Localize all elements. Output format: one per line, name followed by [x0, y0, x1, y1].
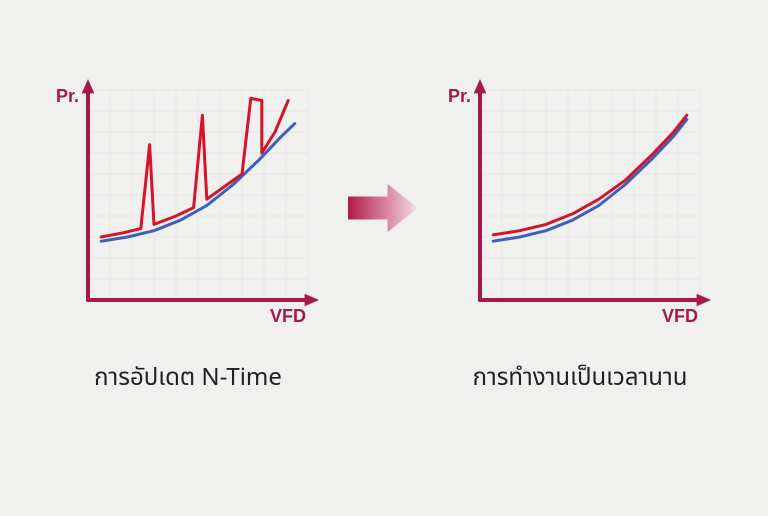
svg-text:VFD: VFD [662, 306, 698, 326]
left-chart-block: Pr. VFD การอัปเดต N-Time [48, 70, 328, 396]
svg-text:Pr.: Pr. [56, 86, 79, 106]
comparison-container: Pr. VFD การอัปเดต N-Time Pr. VFD การทำงานเ… [0, 0, 768, 396]
right-chart: Pr. VFD [440, 70, 720, 330]
transition-arrow-wrap [348, 182, 420, 284]
right-chart-block: Pr. VFD การทำงานเป็นเวลานาน [440, 70, 720, 396]
transition-arrow-icon [348, 182, 420, 234]
svg-text:Pr.: Pr. [448, 86, 471, 106]
left-caption: การอัปเดต N-Time [94, 360, 282, 396]
left-chart: Pr. VFD [48, 70, 328, 330]
right-caption: การทำงานเป็นเวลานาน [473, 360, 688, 396]
svg-text:VFD: VFD [270, 306, 306, 326]
